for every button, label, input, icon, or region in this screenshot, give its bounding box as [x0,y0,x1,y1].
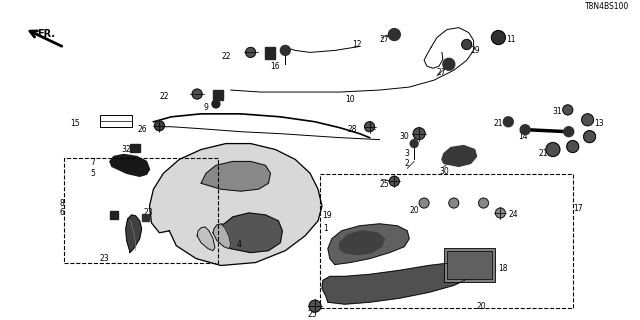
Text: 22: 22 [221,52,231,61]
Bar [100,115,132,127]
Bar [320,174,573,308]
Text: 17: 17 [573,204,582,213]
Circle shape [419,198,429,208]
Circle shape [564,127,573,137]
Text: 30: 30 [399,132,409,141]
Circle shape [246,47,255,57]
Circle shape [461,39,472,49]
Polygon shape [213,224,231,249]
Circle shape [563,105,573,115]
Circle shape [413,128,425,140]
Text: 25: 25 [307,309,317,318]
Circle shape [443,58,455,70]
Circle shape [365,122,374,132]
Polygon shape [201,161,271,191]
Polygon shape [442,146,477,166]
Text: 18: 18 [499,264,508,273]
Circle shape [449,198,459,208]
Text: 30: 30 [439,167,449,176]
Text: 25: 25 [380,180,389,189]
Text: 11: 11 [506,35,516,44]
Text: FR.: FR. [38,28,56,39]
Circle shape [388,28,400,41]
Text: 20: 20 [409,206,419,215]
Circle shape [280,45,291,55]
Polygon shape [221,213,282,252]
Polygon shape [150,144,322,266]
Circle shape [479,198,488,208]
Circle shape [582,114,593,126]
Circle shape [154,121,164,131]
Circle shape [212,100,220,108]
Text: 2: 2 [404,159,409,168]
Text: 4: 4 [219,223,224,232]
Text: T8N4BS100: T8N4BS100 [585,2,629,11]
Polygon shape [328,224,409,265]
Circle shape [192,89,202,99]
Circle shape [495,208,506,218]
Text: 15: 15 [70,119,80,128]
Text: 21: 21 [493,119,503,128]
Text: 16: 16 [271,62,280,71]
Circle shape [567,140,579,153]
Text: 12: 12 [352,40,361,49]
Circle shape [520,125,530,135]
Text: 19: 19 [322,212,332,220]
Text: 4: 4 [237,240,242,249]
Text: 9: 9 [203,103,208,112]
Circle shape [546,143,560,156]
Text: 5: 5 [90,169,95,178]
Circle shape [410,140,418,148]
Text: 23: 23 [143,208,153,218]
Text: 3: 3 [404,149,409,158]
Bar [130,144,140,151]
Bar [64,158,218,262]
Text: 24: 24 [508,211,518,220]
Text: 22: 22 [160,92,170,100]
Bar [141,214,148,221]
Polygon shape [110,155,150,176]
Text: 26: 26 [138,125,147,134]
Text: 7: 7 [90,158,95,167]
Bar [444,248,495,282]
Bar [447,251,492,279]
Polygon shape [340,231,385,255]
Text: 8: 8 [60,198,64,208]
Text: 29: 29 [470,46,480,55]
Bar [213,90,223,100]
Text: 27: 27 [437,68,447,77]
Text: 14: 14 [518,132,528,141]
Circle shape [389,176,399,186]
Text: 13: 13 [595,119,604,128]
Text: 10: 10 [345,95,355,104]
Text: 21: 21 [538,149,548,158]
Circle shape [492,31,506,44]
Bar [266,47,275,59]
Bar [110,211,118,219]
Text: 32: 32 [122,145,131,154]
Text: 1: 1 [323,224,328,233]
Text: 6: 6 [60,208,64,218]
Polygon shape [322,262,474,304]
Circle shape [309,300,321,312]
Text: 28: 28 [348,125,357,134]
Circle shape [584,131,596,143]
Polygon shape [197,227,215,251]
Text: 23: 23 [100,254,109,263]
Text: 27: 27 [380,35,389,44]
Text: 31: 31 [552,108,561,116]
Circle shape [503,117,513,127]
Text: 20: 20 [477,302,486,311]
Polygon shape [125,215,141,252]
